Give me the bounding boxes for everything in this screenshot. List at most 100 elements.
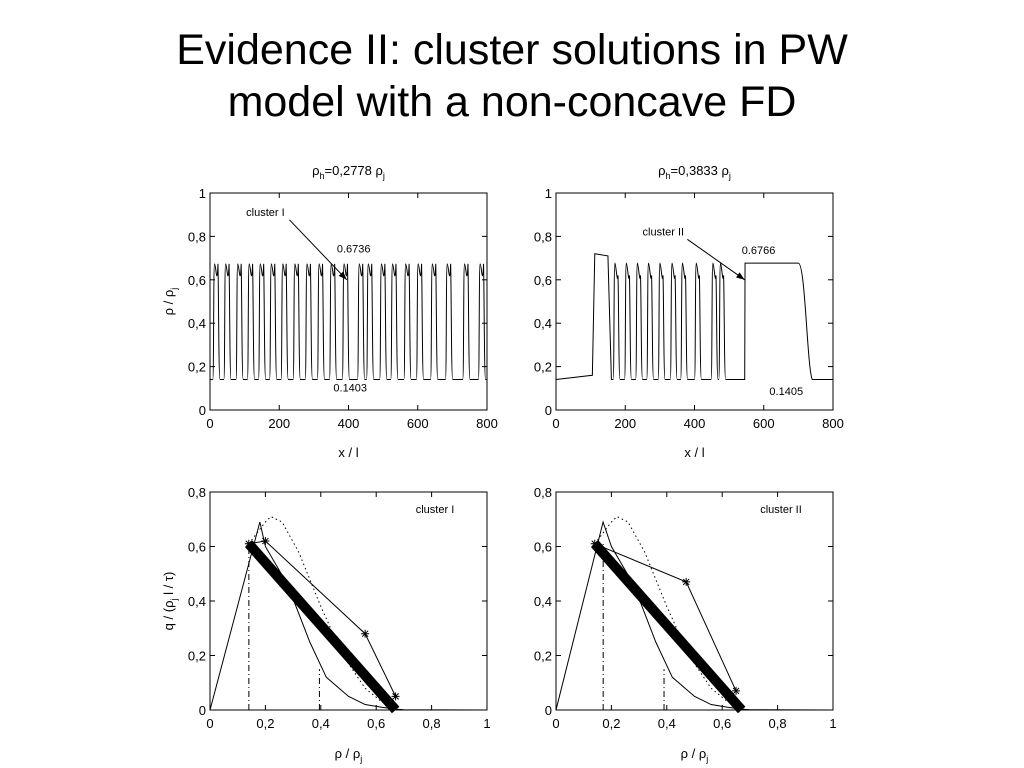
cluster-star-line	[248, 540, 397, 697]
y-tick-label: 1	[199, 186, 206, 201]
legend-text: cluster II	[760, 504, 802, 516]
plot-frame	[209, 192, 488, 411]
x-tick-label: 0,4	[312, 716, 330, 731]
y-tick-label: 0,8	[188, 229, 206, 244]
x-tick-label: 0	[206, 416, 213, 431]
x-axis-label-part: j	[359, 754, 362, 764]
y-tick-label: 0,8	[188, 485, 206, 500]
x-tick-label: 600	[407, 416, 429, 431]
star-marker	[590, 539, 599, 548]
chart-title: ρh=0,2778 ρj	[312, 163, 385, 181]
y-axis-label: q / (ρj l / τ)	[161, 572, 179, 631]
slide-title-line-2: model with a non-concave FD	[227, 78, 797, 126]
y-tick-label: 0,2	[188, 360, 206, 375]
star-marker	[391, 692, 400, 701]
y-tick-label: 0	[199, 703, 206, 718]
annotation-label: cluster I	[246, 207, 285, 219]
x-tick-label: 0,6	[713, 716, 731, 731]
plot-frame	[209, 491, 488, 711]
y-tick-label: 0,4	[534, 316, 552, 331]
chart-title-part: =0,2778 ρ	[325, 163, 383, 178]
chart-title-part: h	[319, 171, 324, 181]
chart-panel-2: 0 200 400 600 800 0 0,2 0,4 0,6 0,8 1 ρh=0,3833 ρj x…	[534, 163, 844, 460]
density-profile-line	[555, 253, 833, 381]
y-tick-label: 0,8	[534, 229, 552, 244]
x-tick-label: 0,2	[602, 716, 620, 731]
y-tick-label: 0,8	[534, 485, 552, 500]
star-marker	[361, 629, 370, 638]
y-axis-label-part: ρ / ρ	[161, 290, 176, 316]
cluster-trajectory-band	[245, 540, 400, 714]
chart-title-part: ρ	[312, 163, 319, 178]
y-tick-label: 0,2	[188, 649, 206, 664]
cluster-trajectory-band	[591, 540, 746, 714]
y-tick-label: 0	[545, 403, 552, 418]
y-tick-label: 0,2	[534, 360, 552, 375]
annotation-label: 0.1403	[333, 383, 367, 395]
x-tick-label: 200	[614, 416, 636, 431]
x-tick-label: 0,2	[256, 716, 274, 731]
y-axis-label-part: q / (ρ	[161, 601, 176, 631]
x-tick-label: 800	[822, 416, 844, 431]
x-tick-label: 0,8	[423, 716, 441, 731]
x-axis-label: ρ / ρj	[681, 746, 709, 764]
y-tick-label: 0,6	[188, 273, 206, 288]
star-marker	[682, 577, 691, 586]
y-axis-label-part: j	[169, 288, 179, 291]
chart-title-part: j	[382, 171, 385, 181]
x-tick-label: 400	[684, 416, 706, 431]
y-tick-label: 0,4	[534, 594, 552, 609]
annotation-label: 0.6736	[337, 244, 371, 256]
chart-title-part: ρ	[658, 163, 665, 178]
annotation-arrow	[289, 219, 348, 281]
density-profile-line	[210, 263, 487, 381]
chart-title-part: h	[665, 171, 670, 181]
plot-frame	[555, 192, 834, 411]
annotation-arrow	[687, 238, 745, 281]
y-tick-label: 0,4	[188, 316, 206, 331]
x-axis-label-part: ρ / ρ	[681, 746, 707, 761]
chart-panel-3: 0 0,2 0,4 0,6 0,8 100,20,40,60,8ρ / ρjq / (ρj…	[161, 485, 491, 764]
y-tick-label: 0,2	[534, 649, 552, 664]
slide-title-line-1: Evidence II: cluster solutions in PW	[176, 26, 848, 74]
x-tick-label: 0,6	[367, 716, 385, 731]
y-axis-label-part: l / τ)	[161, 572, 176, 599]
slide-title: Evidence II: cluster solutions in PW mod…	[0, 24, 1024, 128]
y-tick-label: 0,4	[188, 594, 206, 609]
x-tick-label: 800	[476, 416, 498, 431]
x-tick-label: 400	[338, 416, 360, 431]
y-tick-label: 0,6	[188, 540, 206, 555]
x-axis-label: x / l	[684, 445, 704, 460]
x-tick-label: 1	[483, 716, 490, 731]
y-tick-label: 0	[545, 703, 552, 718]
x-tick-label: 0	[552, 716, 559, 731]
star-marker	[261, 537, 270, 546]
y-tick-label: 1	[545, 186, 552, 201]
y-tick-label: 0	[199, 403, 206, 418]
x-tick-label: 0	[206, 716, 213, 731]
x-tick-label: 1	[829, 716, 836, 731]
x-axis-label-part: j	[705, 754, 708, 764]
star-marker	[244, 539, 253, 548]
x-tick-label: 0	[552, 416, 559, 431]
x-axis-label-part: ρ / ρ	[335, 746, 361, 761]
chart-title-part: =0,3833 ρ	[671, 163, 729, 178]
x-tick-label: 600	[753, 416, 775, 431]
annotation-label: cluster II	[643, 226, 685, 238]
annotation-arrowhead	[338, 271, 347, 280]
x-tick-label: 0,4	[658, 716, 676, 731]
annotation-label: 0.6766	[742, 245, 776, 257]
x-tick-label: 200	[268, 416, 290, 431]
x-axis-label: ρ / ρj	[335, 746, 363, 764]
y-axis-label: ρ / ρj	[161, 288, 179, 316]
chart-panel-4: 0 0,2 0,4 0,6 0,8 1 0 0,2 0,4 0,6 0,8 ρ / ρj cluster…	[534, 485, 837, 764]
legend-text: cluster I	[416, 504, 455, 516]
star-marker	[732, 686, 741, 695]
annotation-label: 0.1405	[769, 386, 803, 398]
y-axis-label-part: j	[169, 598, 179, 601]
annotation-arrowhead	[736, 272, 745, 280]
x-tick-label: 0,8	[769, 716, 787, 731]
y-tick-label: 0,6	[534, 540, 552, 555]
